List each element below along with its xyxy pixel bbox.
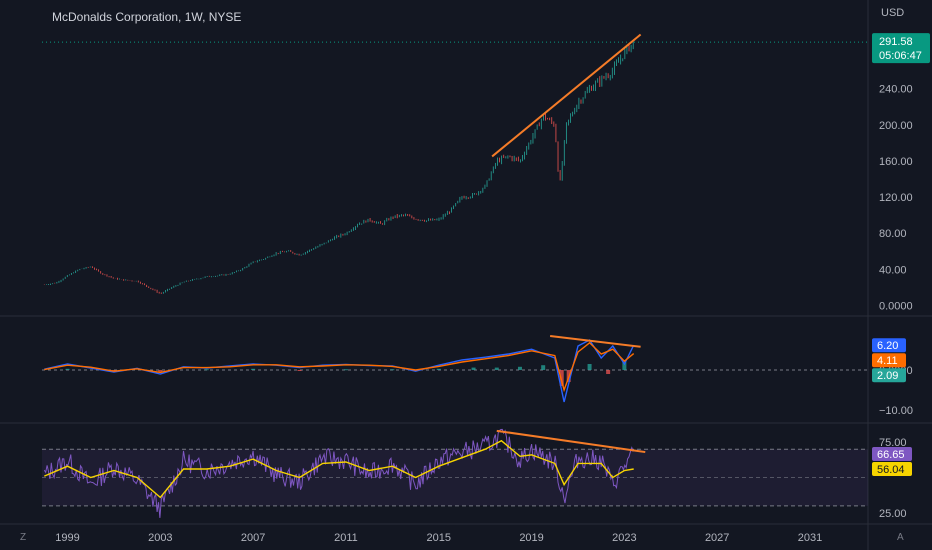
macd-trendline[interactable] [550, 335, 641, 348]
macd-value-badge [872, 338, 906, 353]
rsi-value: 56.04 [877, 464, 905, 476]
rsi-trendline[interactable] [496, 429, 646, 454]
macd-histogram-bar [471, 367, 476, 370]
macd-histogram-bar [251, 368, 256, 370]
currency-label: USD [881, 7, 904, 19]
macd-histogram-bar [204, 369, 209, 371]
auto-scale-icon[interactable]: A [897, 532, 904, 543]
last-price-value: 291.58 [879, 36, 913, 48]
macd-panel[interactable] [42, 335, 868, 403]
macd-histogram-bar [587, 364, 592, 370]
price-tick-label: 200.00 [879, 120, 913, 132]
macd-histogram-bar [65, 368, 70, 370]
rsi-tick-label: 25.00 [879, 508, 907, 520]
rsi-value-badge [872, 461, 912, 476]
macd-histogram-bar [559, 370, 564, 386]
time-tick-label: 2011 [334, 532, 358, 544]
macd-value: 4.11 [877, 355, 898, 367]
price-tick-label: 240.00 [879, 84, 913, 96]
macd-histogram-bar [517, 366, 522, 370]
macd-value-badge [872, 353, 906, 368]
price-tick-label: 160.00 [879, 156, 913, 168]
macd-histogram-bar [436, 368, 441, 370]
time-tick-label: 2023 [612, 532, 636, 544]
macd-histogram-bar [606, 370, 611, 374]
macd-signal-line [44, 341, 635, 393]
macd-histogram-bar [297, 370, 302, 371]
time-tick-label: 2027 [705, 532, 729, 544]
time-tick-label: 2003 [148, 532, 172, 544]
time-tick-label: 2019 [519, 532, 543, 544]
rsi-value-badge [872, 446, 912, 461]
price-tick-label: 0.0000 [879, 300, 913, 312]
price-panel[interactable] [42, 33, 868, 294]
time-tick-label: 1999 [55, 532, 79, 544]
macd-value-badge [872, 368, 906, 383]
macd-value: 6.20 [877, 340, 898, 352]
price-trendline[interactable] [491, 33, 642, 158]
rsi-value: 66.65 [877, 449, 905, 461]
macd-value: 2.09 [877, 370, 898, 382]
timezone-icon[interactable]: Z [20, 532, 26, 543]
price-tick-label: 80.00 [879, 228, 907, 240]
macd-histogram-bar [390, 369, 395, 371]
macd-histogram-bar [158, 370, 163, 372]
time-tick-label: 2031 [798, 532, 822, 544]
time-tick-label: 2007 [241, 532, 265, 544]
rsi-panel[interactable] [42, 428, 868, 518]
macd-histogram-bar [343, 369, 348, 371]
time-tick-label: 2015 [427, 532, 451, 544]
axes: 0.0000 40.00 80.00 120.00 160.00 200.00 240.00… [55, 33, 930, 544]
last-price-badge [872, 33, 930, 64]
rsi-tick-label: 75.00 [879, 437, 907, 449]
price-tick-label: 40.00 [879, 264, 907, 276]
price-tick-label: 120.00 [879, 192, 913, 204]
rsi-ma-line [44, 439, 634, 499]
macd-tick-label: −10.00 [879, 405, 913, 417]
macd-histogram-bar [622, 361, 627, 370]
macd-histogram-bar [494, 367, 499, 370]
bar-countdown: 05:06:47 [879, 50, 922, 62]
chart-title: McDonalds Corporation, 1W, NYSE [52, 10, 241, 24]
macd-histogram-bar [541, 365, 546, 370]
